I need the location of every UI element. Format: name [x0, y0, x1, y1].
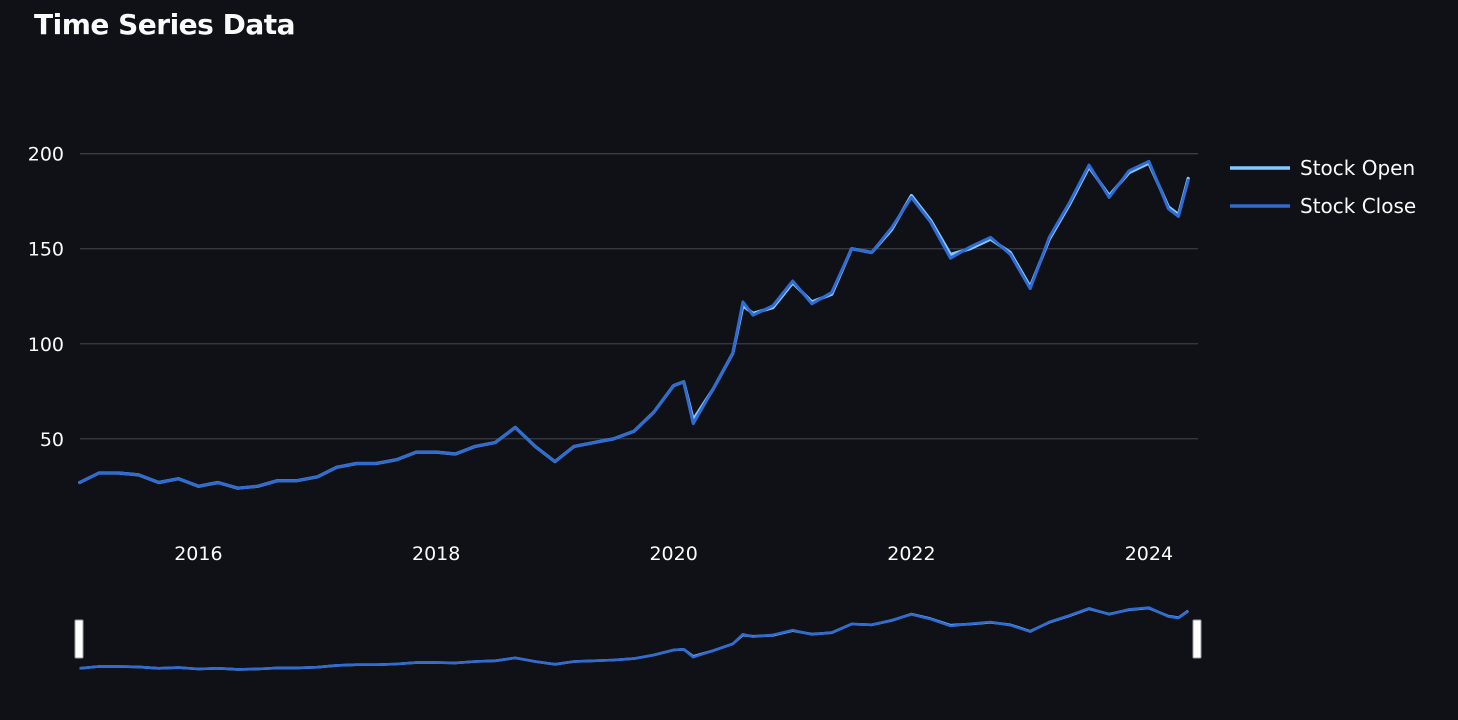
- x-axis: 2016 2018 2020 2022 2024: [174, 543, 1173, 565]
- range-handle-left[interactable]: [74, 619, 84, 659]
- range-slider[interactable]: [74, 606, 1202, 671]
- page-title: Time Series Data: [34, 8, 296, 41]
- series-line-stock-close[interactable]: [78, 159, 1190, 490]
- legend-label-stock-open[interactable]: Stock Open: [1300, 156, 1415, 180]
- plot-area[interactable]: [78, 159, 1190, 490]
- mini-series-line-stock-open: [79, 606, 1189, 671]
- x-tick-label: 2024: [1125, 543, 1173, 565]
- y-tick-label: 200: [28, 144, 64, 166]
- y-tick-label: 150: [28, 239, 64, 261]
- y-axis: 50 100 150 200: [28, 144, 64, 451]
- x-tick-label: 2018: [412, 543, 460, 565]
- legend[interactable]: Stock Open Stock Close: [1230, 156, 1416, 218]
- x-tick-label: 2020: [649, 543, 697, 565]
- x-tick-label: 2022: [887, 543, 935, 565]
- range-handle-right[interactable]: [1192, 619, 1202, 659]
- legend-label-stock-close[interactable]: Stock Close: [1300, 194, 1416, 218]
- mini-series-line-stock-close: [79, 606, 1189, 671]
- series-line-stock-open[interactable]: [78, 161, 1190, 490]
- y-tick-label: 50: [40, 429, 64, 451]
- grid-layer: [80, 153, 1198, 440]
- y-tick-label: 100: [28, 334, 64, 356]
- x-tick-label: 2016: [174, 543, 222, 565]
